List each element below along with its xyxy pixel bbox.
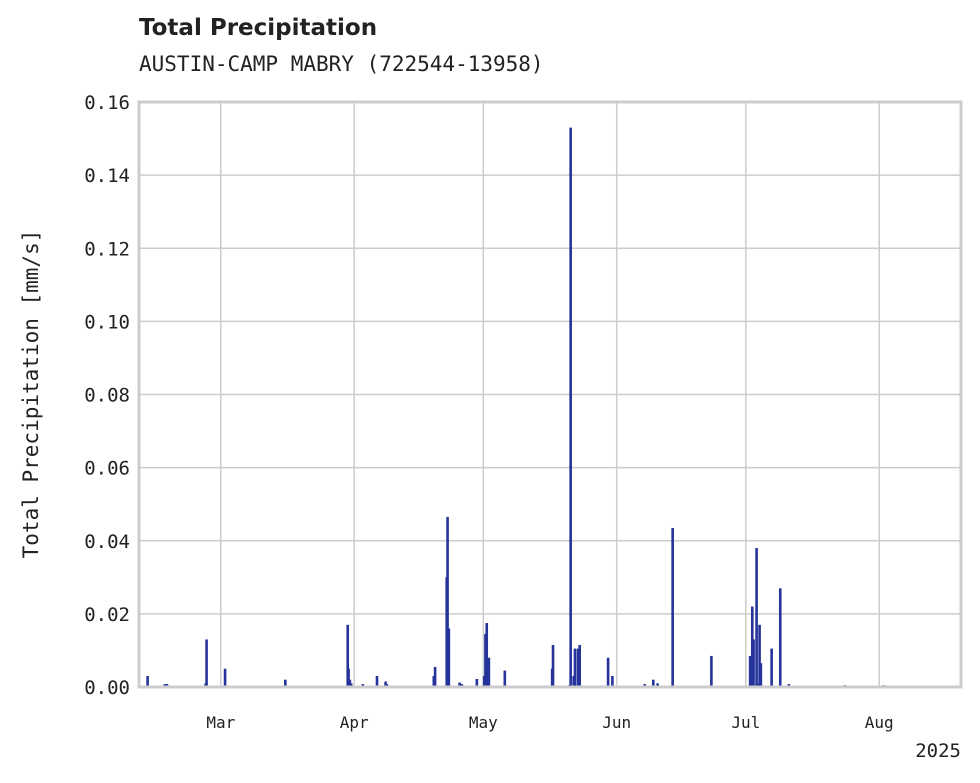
- precipitation-bar: [651, 679, 655, 687]
- precipitation-bar: [485, 623, 489, 687]
- precipitation-bar: [748, 655, 752, 687]
- precipitation-bar: [458, 682, 461, 687]
- y-tick-label: 0.08: [84, 385, 130, 407]
- plot-frame: [137, 100, 963, 689]
- precipitation-bar: [755, 548, 758, 687]
- precipitation-bar: [375, 676, 379, 687]
- precipitation-bar: [146, 676, 149, 687]
- precipitation-bar: [475, 678, 479, 687]
- x-tick-labels: Mar Apr May Jun Jul Aug: [206, 713, 893, 732]
- precipitation-bar: [671, 527, 674, 687]
- precipitation-bar: [349, 683, 353, 687]
- precipitation-bar: [770, 648, 773, 687]
- precipitation-bar: [606, 657, 610, 687]
- grid-layer: [139, 101, 961, 688]
- precipitation-bar: [778, 588, 782, 687]
- precipitation-bar: [576, 648, 580, 687]
- precipitation-bar: [578, 644, 581, 687]
- y-tick-label: 0.06: [84, 458, 130, 480]
- y-axis-label: Total Precipitation [mm/s]: [19, 230, 43, 559]
- chart-title: Total Precipitation: [139, 15, 378, 41]
- x-tick-label: Apr: [340, 713, 369, 732]
- y-tick-label: 0.10: [84, 311, 130, 333]
- x-tick-label: May: [469, 713, 498, 732]
- x-tick-label: Jul: [731, 713, 760, 732]
- precipitation-bar: [223, 668, 227, 687]
- precipitation-bar: [759, 663, 763, 687]
- precipitation-bar: [487, 657, 491, 687]
- y-tick-label: 0.00: [84, 677, 130, 699]
- precipitation-bar: [346, 624, 350, 687]
- bar-layer: [146, 127, 885, 688]
- precipitation-bar: [447, 628, 451, 687]
- precipitation-bar: [710, 655, 713, 687]
- x-tick-label: Jun: [602, 713, 631, 732]
- precipitation-bar: [656, 683, 659, 687]
- precipitation-bar: [752, 639, 755, 687]
- y-tick-label: 0.12: [84, 238, 130, 260]
- precipitation-bar: [205, 639, 208, 687]
- x-tick-label: Aug: [865, 713, 894, 732]
- precipitation-bar: [756, 683, 760, 687]
- precipitation-bar: [347, 668, 350, 687]
- precipitation-bar: [758, 624, 761, 687]
- precipitation-bar: [611, 676, 614, 687]
- precipitation-bar: [551, 644, 555, 687]
- y-tick-labels: 0.00 0.02 0.04 0.06 0.08 0.10 0.12 0.14 0.16: [84, 92, 130, 699]
- y-tick-label: 0.02: [84, 604, 130, 626]
- precipitation-bar: [284, 679, 287, 687]
- y-tick-label: 0.04: [84, 531, 130, 553]
- y-tick-label: 0.14: [84, 165, 130, 187]
- year-label: 2025: [915, 740, 961, 762]
- precipitation-bar: [433, 666, 437, 687]
- y-tick-label: 0.16: [84, 92, 130, 114]
- x-tick-label: Mar: [206, 713, 235, 732]
- precipitation-bar: [569, 127, 572, 688]
- precipitation-bar: [446, 516, 449, 687]
- precipitation-bar: [503, 670, 507, 687]
- chart-subtitle: AUSTIN-CAMP MABRY (722544-13958): [139, 52, 544, 76]
- precipitation-bar: [573, 648, 577, 687]
